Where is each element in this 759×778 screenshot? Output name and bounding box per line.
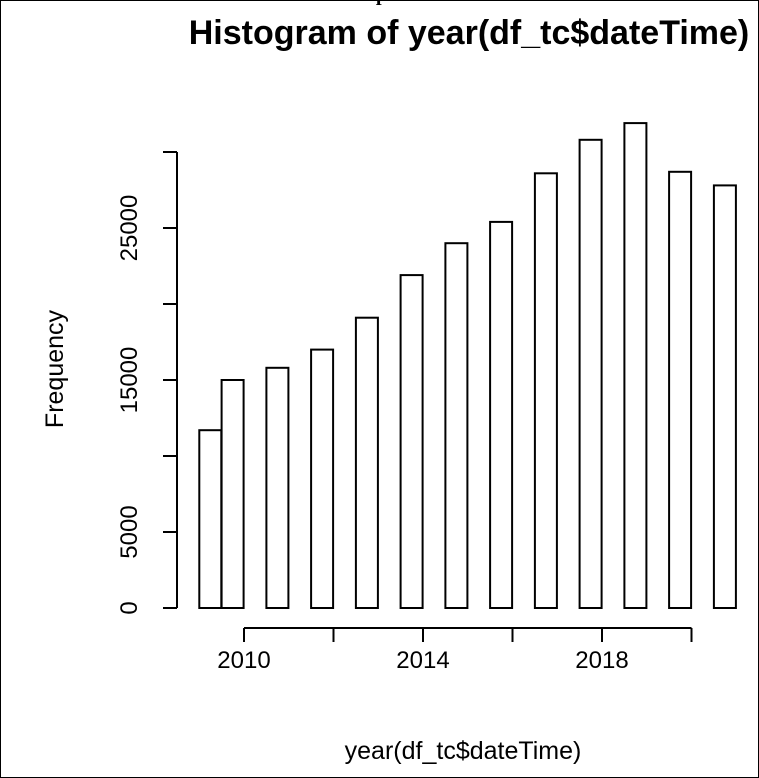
histogram-bar xyxy=(533,172,558,610)
x-tick-label: 2018 xyxy=(575,647,628,674)
histogram-bar xyxy=(444,242,469,609)
histogram-bar xyxy=(578,138,603,610)
x-axis-label: year(df_tc$dateTime) xyxy=(345,737,582,765)
histogram-bar xyxy=(220,379,245,609)
y-axis-label: Frequency xyxy=(41,309,69,428)
histogram-bar xyxy=(198,429,223,610)
cropped-heading-fragment: r xyxy=(376,1,385,10)
histogram-bar xyxy=(354,316,379,609)
y-tick-label: 15000 xyxy=(116,347,143,414)
y-tick-label: 0 xyxy=(116,601,143,614)
histogram-bar xyxy=(310,348,335,609)
chart-title: Histogram of year(df_tc$dateTime) xyxy=(189,14,750,52)
histogram-bar xyxy=(623,122,648,609)
histogram-bar xyxy=(265,366,290,609)
histogram-bar xyxy=(668,170,693,610)
y-axis: 0 5000 15000 25000 xyxy=(116,151,178,615)
x-axis: 2010 2014 2018 xyxy=(217,627,693,674)
histogram-bar xyxy=(399,274,424,609)
x-tick-label: 2010 xyxy=(217,647,270,674)
bars-group xyxy=(198,122,737,610)
y-tick-label: 5000 xyxy=(116,505,143,558)
y-tick-label: 25000 xyxy=(116,195,143,262)
x-tick-label: 2014 xyxy=(396,647,449,674)
histogram-bar xyxy=(489,220,514,609)
histogram-bar xyxy=(712,184,737,609)
